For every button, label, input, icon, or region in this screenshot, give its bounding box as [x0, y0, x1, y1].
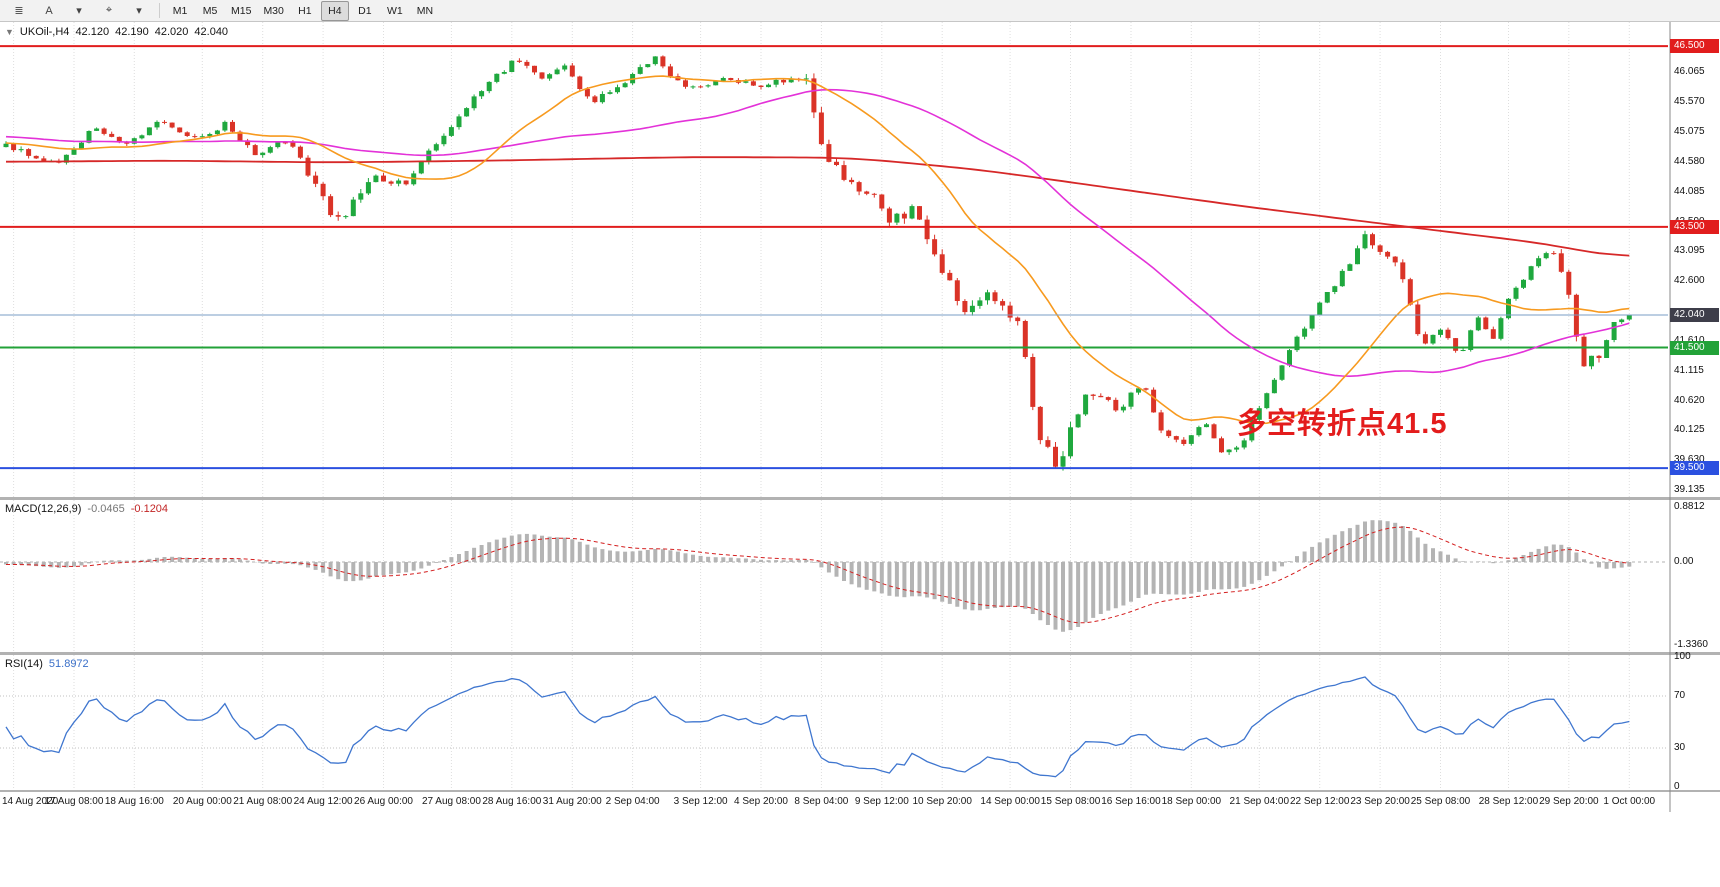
ohlc-close: 42.040 — [194, 26, 229, 38]
time-axis-label: 18 Sep 00:00 — [1161, 796, 1222, 807]
timeframe-toolbar: M1 M5 M15 M30 H1 H4 D1 W1 MN — [165, 0, 440, 21]
macd-histogram — [4, 520, 1632, 632]
time-axis-label: 22 Sep 12:00 — [1289, 796, 1350, 807]
time-axis-label: 3 Sep 12:00 — [673, 796, 728, 807]
price-tick-label: 44.085 — [1674, 185, 1705, 197]
time-axis-label: 28 Sep 12:00 — [1478, 796, 1539, 807]
ma-mid-line — [5, 88, 1630, 378]
price-tick-label: 46.065 — [1674, 66, 1705, 78]
time-axis-label: 14 Sep 00:00 — [980, 796, 1040, 807]
rsi-value: 51.8972 — [48, 658, 89, 670]
time-axis-label: 25 Sep 08:00 — [1410, 796, 1471, 807]
time-axis-label: 1 Oct 00:00 — [1603, 796, 1656, 807]
time-axis-label: 27 Aug 08:00 — [421, 796, 481, 807]
time-axis-label: 4 Sep 20:00 — [734, 796, 788, 807]
rsi-axis-label: 100 — [1674, 651, 1691, 662]
time-axis-label: 18 Aug 16:00 — [104, 796, 164, 807]
symbol-period-label: UKOil-,H4 — [19, 26, 70, 38]
price-badge: 46.500 — [1670, 39, 1719, 54]
font-dropdown-icon[interactable]: ▾ — [76, 5, 82, 17]
price-tick-label: 41.610 — [1674, 335, 1705, 347]
price-tick-label: 45.570 — [1674, 96, 1705, 108]
macd-signal-value: -0.1204 — [130, 503, 169, 515]
timeframe-button-w1[interactable]: W1 — [387, 4, 403, 17]
time-axis-label: 28 Aug 16:00 — [482, 796, 542, 807]
price-tick-label: 41.115 — [1674, 364, 1704, 376]
time-axis-label: 14 Aug 2020 — [2, 796, 59, 807]
price-tick-label: 44.580 — [1674, 155, 1705, 167]
grid-lines — [13, 22, 1630, 790]
rsi-header: RSI(14) 51.8972 — [5, 658, 95, 670]
macd-signal-line — [6, 526, 1630, 624]
timeframe-button-d1[interactable]: D1 — [358, 4, 372, 17]
price-tick-label: 43.095 — [1674, 245, 1705, 257]
pane-splitter[interactable] — [0, 497, 1720, 792]
timeframe-button-m1[interactable]: M1 — [172, 4, 188, 17]
price-axis[interactable]: 46.06545.57045.07544.58044.08543.59043.0… — [1670, 0, 1720, 812]
collapse-icon[interactable]: ▼ — [5, 27, 14, 37]
macd-axis-label: 0.00 — [1674, 556, 1694, 568]
macd-axis-label: -1.3360 — [1674, 638, 1708, 650]
rsi-axis-label: 30 — [1674, 742, 1686, 753]
time-axis-label: 26 Aug 00:00 — [354, 796, 413, 807]
timeframe-button-h1[interactable]: H1 — [298, 4, 312, 17]
time-axis-label: 29 Sep 20:00 — [1539, 796, 1599, 807]
macd-main-value: -0.0465 — [87, 503, 125, 515]
price-tick-label: 39.135 — [1674, 484, 1705, 496]
time-axis-label: 23 Sep 20:00 — [1350, 796, 1410, 807]
chart-header: ▼ UKOil-,H4 42.120 42.190 42.020 42.040 — [5, 26, 234, 38]
macd-axis-label: 0.8812 — [1674, 501, 1705, 513]
ohlc-high: 42.190 — [115, 26, 149, 38]
font-tool-icon[interactable]: A — [45, 4, 53, 17]
time-axis-label: 15 Sep 08:00 — [1040, 796, 1101, 807]
ma-slow-line — [6, 156, 1630, 257]
ma-fast-line — [5, 75, 1630, 425]
toolbar: ≣ A ▾ ⌖ ▾ M1 M5 M15 M30 H1 H4 D1 W1 MN — [0, 0, 1720, 22]
toolbar-divider — [159, 3, 160, 18]
horizontal-lines[interactable] — [0, 45, 1668, 470]
rsi-axis-label: 70 — [1674, 690, 1686, 701]
chart-list-icon[interactable]: ≣ — [14, 5, 24, 17]
time-axis-label: 24 Aug 12:00 — [293, 796, 353, 807]
price-badge: 41.500 — [1670, 340, 1719, 355]
time-axis[interactable]: 14 Aug 2020 17 Aug 08:00 18 Aug 16:00 20 Au… — [0, 792, 1720, 812]
price-badge: 42.040 — [1670, 307, 1719, 322]
time-axis-label: 9 Sep 12:00 — [854, 796, 909, 807]
candles — [3, 55, 1632, 471]
time-axis-label: 8 Sep 04:00 — [794, 796, 849, 807]
timeframe-button-m30[interactable]: M30 — [263, 4, 284, 17]
macd-label: MACD(12,26,9) — [5, 503, 82, 515]
time-axis-label: 21 Aug 08:00 — [233, 796, 293, 807]
price-tick-label: 40.125 — [1674, 424, 1705, 436]
price-tick-label: 40.620 — [1674, 394, 1705, 406]
rsi-label: RSI(14) — [5, 658, 43, 670]
rsi-line — [5, 676, 1630, 778]
tool-buttons: ≣ A ▾ ⌖ ▾ — [4, 1, 154, 21]
price-tick-label: 42.600 — [1674, 275, 1705, 287]
macd-header: MACD(12,26,9) -0.0465 -0.1204 — [5, 503, 174, 515]
rsi-axis-label: 0 — [1674, 781, 1680, 792]
price-badge: 39.500 — [1670, 461, 1719, 476]
crosshair-dropdown-icon[interactable]: ▾ — [136, 5, 142, 17]
timeframe-button-m5[interactable]: M5 — [202, 4, 218, 17]
annotation-text[interactable]: 多空转折点41.5 — [1237, 408, 1448, 440]
ohlc-low: 42.020 — [154, 26, 189, 38]
time-axis-label: 20 Aug 00:00 — [172, 796, 232, 807]
rsi-level-lines — [0, 695, 1668, 749]
price-badge: 43.500 — [1670, 219, 1719, 234]
time-axis-label: 16 Sep 16:00 — [1101, 796, 1161, 807]
ohlc-open: 42.120 — [75, 26, 110, 38]
price-tick-label: 39.630 — [1674, 454, 1705, 466]
timeframe-button-m15[interactable]: M15 — [231, 4, 252, 17]
time-axis-label: 2 Sep 04:00 — [605, 796, 660, 807]
timeframe-button-h4[interactable]: H4 — [320, 0, 349, 21]
price-tick-label: 45.075 — [1674, 126, 1705, 137]
time-axis-label: 31 Aug 20:00 — [542, 796, 602, 807]
time-axis-label: 10 Sep 20:00 — [912, 796, 972, 807]
crosshair-tool-icon[interactable]: ⌖ — [105, 4, 113, 16]
time-axis-label: 21 Sep 04:00 — [1229, 796, 1290, 807]
timeframe-button-mn[interactable]: MN — [416, 4, 434, 17]
time-axis-label: 17 Aug 08:00 — [44, 796, 104, 807]
